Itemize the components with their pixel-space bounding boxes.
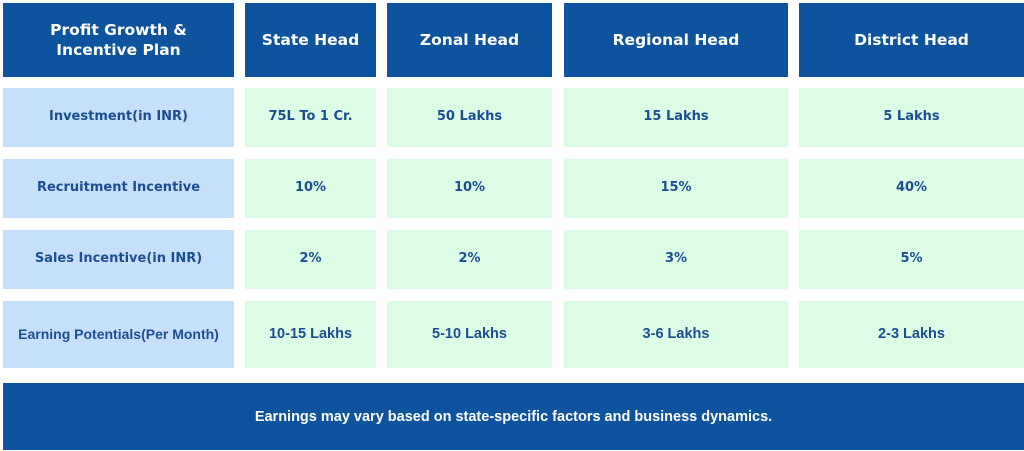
- column-header-district-head: District Head: [799, 3, 1024, 77]
- footer-disclaimer: Earnings may vary based on state-specifi…: [3, 383, 1024, 450]
- table-cell: 75L To 1 Cr.: [245, 88, 376, 147]
- row-label-earning-potentials: Earning Potentials(Per Month): [3, 301, 234, 368]
- table-cell: 10%: [245, 159, 376, 218]
- table-cell: 15 Lakhs: [564, 88, 788, 147]
- row-label-sales-incentive: Sales Incentive(in INR): [3, 230, 234, 289]
- table-cell: 10-15 Lakhs: [245, 301, 376, 368]
- table-cell: 3%: [564, 230, 788, 289]
- table-cell: 2%: [387, 230, 552, 289]
- column-header-state-head: State Head: [245, 3, 376, 77]
- row-label-recruitment-incentive: Recruitment Incentive: [3, 159, 234, 218]
- table-cell: 40%: [799, 159, 1024, 218]
- table-cell: 2-3 Lakhs: [799, 301, 1024, 368]
- table-title-header: Profit Growth & Incentive Plan: [3, 3, 234, 77]
- table-cell: 2%: [245, 230, 376, 289]
- table-cell: 10%: [387, 159, 552, 218]
- table-cell: 5%: [799, 230, 1024, 289]
- column-header-regional-head: Regional Head: [564, 3, 788, 77]
- table-cell: 3-6 Lakhs: [564, 301, 788, 368]
- table-cell: 5 Lakhs: [799, 88, 1024, 147]
- column-header-zonal-head: Zonal Head: [387, 3, 552, 77]
- table-cell: 5-10 Lakhs: [387, 301, 552, 368]
- table-cell: 15%: [564, 159, 788, 218]
- table-cell: 50 Lakhs: [387, 88, 552, 147]
- row-label-investment: Investment(in INR): [3, 88, 234, 147]
